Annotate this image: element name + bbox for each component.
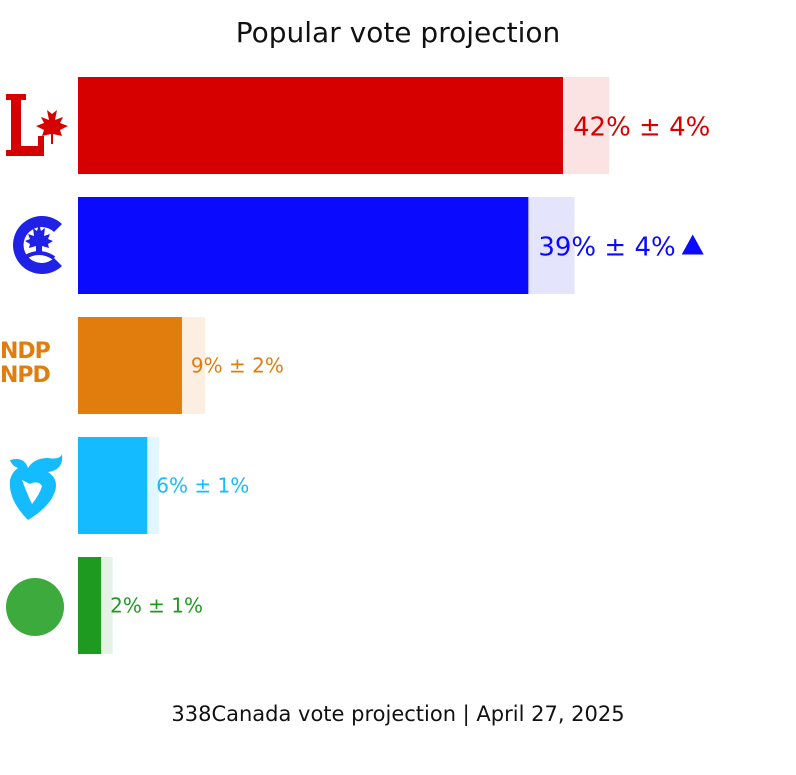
- bar-label: 2% ± 1%: [110, 594, 203, 618]
- bar: [78, 197, 529, 294]
- bloc-logo: [9, 454, 63, 520]
- conservative-logo: [12, 216, 63, 274]
- bar-label: 42% ± 4%: [573, 113, 710, 143]
- bar: [78, 317, 182, 414]
- trend-up-icon: [681, 234, 704, 255]
- bar-label: 6% ± 1%: [156, 474, 249, 498]
- bar-label: 39% ± 4%: [538, 233, 675, 263]
- bar: [78, 557, 102, 654]
- bar-label: 9% ± 2%: [191, 354, 284, 378]
- chart-footer: 338Canada vote projection | April 27, 20…: [171, 702, 625, 726]
- ndp-logo-line2: NPD: [0, 363, 51, 388]
- green-logo: [6, 578, 64, 636]
- ndp-logo: NDP NPD: [0, 340, 72, 388]
- chart-title: Popular vote projection: [235, 16, 561, 49]
- ndp-logo-line1: NDP: [0, 339, 51, 364]
- liberal-logo: [6, 94, 68, 156]
- bar-chart: 42% ± 4% 39% ± 4% 9% ± 2% 6% ± 1% 2% ± 1%: [78, 77, 710, 654]
- bar: [78, 437, 148, 534]
- bar: [78, 77, 563, 174]
